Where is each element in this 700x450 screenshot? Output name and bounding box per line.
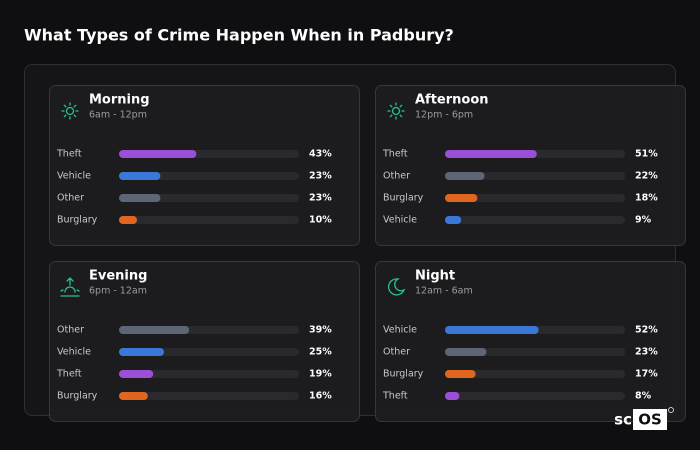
- bar: [119, 326, 190, 334]
- card-title: Night: [415, 269, 455, 284]
- card-bg: [375, 85, 686, 246]
- card: Morning 6am - 12pm Theft 43% Vehicle 23% Other…: [49, 85, 360, 246]
- brand-box: [633, 409, 667, 430]
- bar: [445, 194, 478, 202]
- bar: [119, 348, 164, 356]
- brand-prefix: sc: [614, 411, 632, 429]
- moon-icon: [387, 278, 406, 296]
- bar: [119, 216, 137, 224]
- card: Afternoon 12pm - 6pm Theft 51% Other 22% Burgl…: [375, 85, 686, 246]
- bar: [119, 370, 154, 378]
- bar: [445, 370, 476, 378]
- sunset-icon: [60, 277, 80, 297]
- category-label: Burglary: [383, 193, 424, 204]
- sun-ray: [389, 104, 393, 108]
- value-label: 52%: [635, 325, 658, 336]
- card-bg: [375, 261, 686, 422]
- value-label: 51%: [635, 149, 658, 160]
- sun-ray: [399, 114, 403, 118]
- card-title: Afternoon: [415, 93, 489, 108]
- category-label: Vehicle: [57, 171, 91, 182]
- sun-ray: [389, 114, 393, 118]
- card-title: Evening: [89, 269, 147, 284]
- category-label: Vehicle: [383, 215, 417, 226]
- category-label: Burglary: [383, 369, 424, 380]
- bar: [445, 216, 462, 224]
- card-bg: [49, 85, 360, 246]
- bar-track: [445, 370, 625, 378]
- card-subtitle: 6am - 12pm: [89, 110, 147, 121]
- value-label: 9%: [635, 215, 652, 226]
- bar-track: [119, 348, 299, 356]
- bar-track: [119, 370, 299, 378]
- value-label: 10%: [309, 215, 332, 226]
- value-label: 22%: [635, 171, 658, 182]
- category-label: Theft: [56, 149, 82, 160]
- bar: [119, 172, 161, 180]
- category-label: Other: [57, 325, 84, 336]
- bar-track: [119, 392, 299, 400]
- category-label: Burglary: [57, 215, 98, 226]
- category-label: Other: [383, 347, 410, 358]
- card-bg: [49, 261, 360, 422]
- card-subtitle: 6pm - 12am: [89, 286, 147, 297]
- category-label: Vehicle: [383, 325, 417, 336]
- value-label: 43%: [309, 149, 332, 160]
- card: Evening 6pm - 12am Other 39% Vehicle 25% Theft…: [49, 261, 360, 422]
- bar: [445, 326, 539, 334]
- value-label: 8%: [635, 391, 652, 402]
- bar-track: [445, 348, 625, 356]
- category-label: Other: [57, 193, 84, 204]
- sun-ray: [73, 114, 77, 118]
- bar: [445, 392, 460, 400]
- value-label: 25%: [309, 347, 332, 358]
- category-label: Theft: [56, 369, 82, 380]
- value-label: 39%: [309, 325, 332, 336]
- category-label: Theft: [382, 391, 408, 402]
- bar: [445, 150, 537, 158]
- cards: Morning 6am - 12pm Theft 43% Vehicle 23% Other…: [49, 85, 686, 422]
- sun-ray: [63, 114, 67, 118]
- sun-icon: [391, 106, 401, 116]
- bar-track: [119, 172, 299, 180]
- bar: [119, 150, 197, 158]
- value-label: 23%: [635, 347, 658, 358]
- bar-track: [445, 172, 625, 180]
- category-label: Burglary: [57, 391, 98, 402]
- bar-track: [119, 194, 299, 202]
- bar-track: [445, 392, 625, 400]
- brand-suffix: OS: [638, 411, 662, 429]
- card: Night 12am - 6am Vehicle 52% Other 23% Burglar…: [375, 261, 686, 422]
- value-label: 19%: [309, 369, 332, 380]
- sun-ray: [399, 104, 403, 108]
- value-label: 23%: [309, 171, 332, 182]
- category-label: Other: [383, 171, 410, 182]
- page-title: What Types of Crime Happen When in Padbu…: [24, 26, 454, 45]
- sun-ray: [63, 104, 67, 108]
- sun-ray: [73, 104, 77, 108]
- value-label: 16%: [309, 391, 332, 402]
- bar-track: [445, 216, 625, 224]
- category-label: Vehicle: [57, 347, 91, 358]
- sun-icon: [65, 106, 75, 116]
- card-subtitle: 12pm - 6pm: [415, 110, 473, 121]
- value-label: 23%: [309, 193, 332, 204]
- card-title: Morning: [89, 93, 150, 108]
- card-subtitle: 12am - 6am: [415, 286, 473, 297]
- brand-mark: [668, 407, 674, 413]
- bar: [119, 194, 161, 202]
- bar-track: [119, 216, 299, 224]
- bar-track: [445, 194, 625, 202]
- category-label: Theft: [382, 149, 408, 160]
- value-label: 17%: [635, 369, 658, 380]
- bar: [445, 172, 485, 180]
- value-label: 18%: [635, 193, 658, 204]
- bar: [119, 392, 148, 400]
- bar: [445, 348, 487, 356]
- brand-logo: sc OS: [614, 407, 674, 430]
